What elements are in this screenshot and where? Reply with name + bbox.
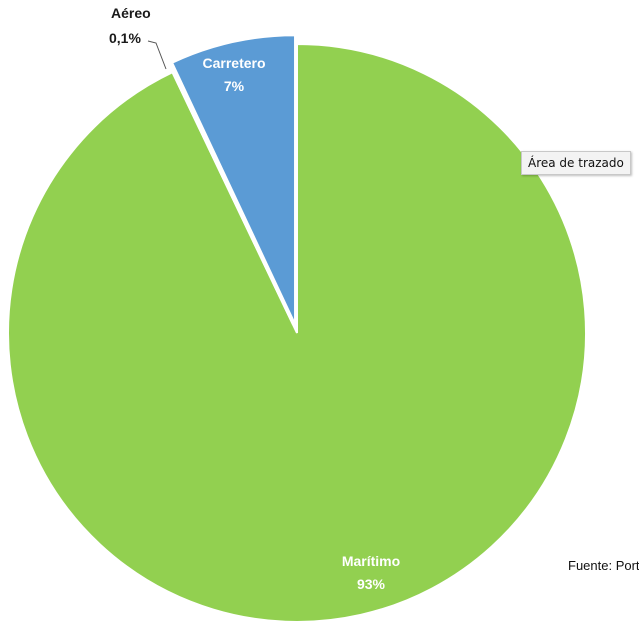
pie-slice-carretero xyxy=(170,34,297,325)
slice-label-carretero-name: Carretero xyxy=(202,55,265,71)
aereo-leader-line xyxy=(147,40,167,70)
slice-label-maritimo-name: Marítimo xyxy=(342,553,400,569)
plot-area-tooltip: Área de trazado xyxy=(521,151,631,175)
source-note: Fuente: PortalC xyxy=(568,558,639,573)
slice-label-aereo-value: 0,1% xyxy=(109,30,141,46)
pie-slice-maritimo xyxy=(7,42,587,623)
slice-label-aereo-name: Aéreo xyxy=(111,5,151,21)
slice-label-carretero-value: 7% xyxy=(224,78,245,94)
pie-slice-aereo xyxy=(167,61,295,326)
slice-label-maritimo-value: 93% xyxy=(357,576,386,592)
